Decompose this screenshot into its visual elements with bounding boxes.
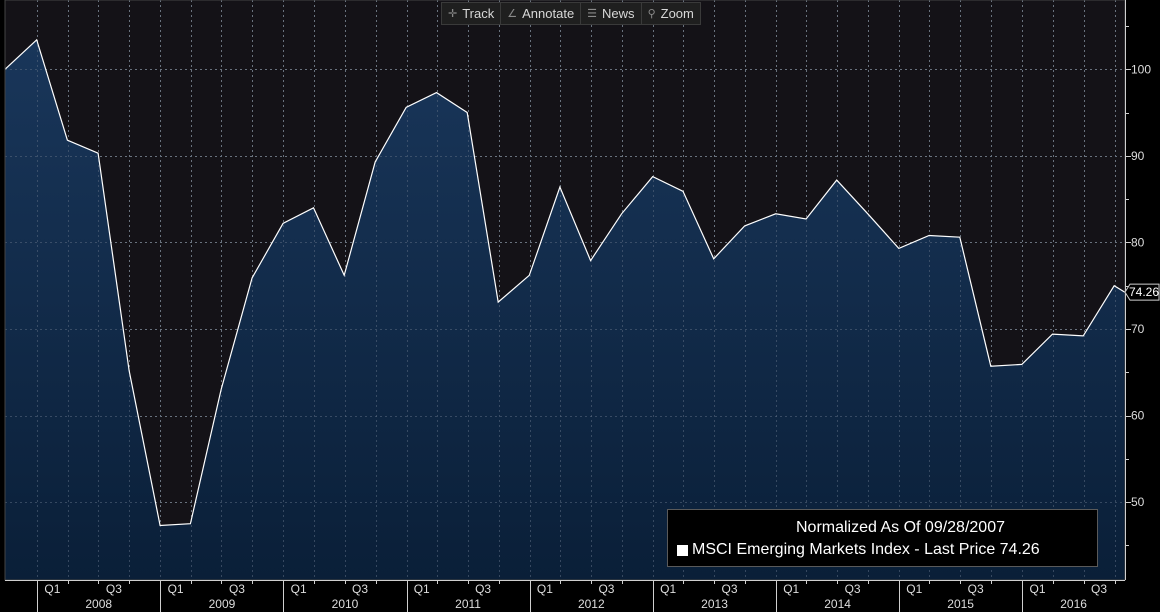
year-label: 2014 — [824, 597, 851, 611]
x-tick-label: Q1 — [291, 582, 307, 596]
year-label: 2013 — [701, 597, 728, 611]
x-tick-label: Q1 — [537, 582, 553, 596]
y-axis: 50 60 70 80 90 100 — [1125, 0, 1151, 580]
last-price-tag-bg — [1124, 283, 1160, 301]
year-label: 2012 — [578, 597, 605, 611]
zoom-label: Zoom — [660, 6, 694, 21]
track-button[interactable]: ✛ Track — [442, 3, 502, 24]
annotate-label: Annotate — [522, 6, 575, 21]
x-tick-label: Q3 — [1091, 582, 1107, 596]
x-tick-label: Q3 — [598, 582, 614, 596]
series-line — [4, 38, 1126, 527]
crosshair-icon: ✛ — [448, 8, 458, 20]
year-label: 2016 — [1060, 597, 1087, 611]
last-price-tag: 74.26 — [1124, 283, 1160, 301]
year-label: 2011 — [455, 597, 481, 611]
x-tick-label: Q3 — [968, 582, 984, 596]
y-tick-label: 60 — [1131, 409, 1145, 423]
zoom-button[interactable]: ⚲ Zoom — [642, 3, 700, 24]
pencil-icon: ∠ — [507, 8, 518, 20]
x-tick-label: Q3 — [475, 582, 491, 596]
year-label: 2008 — [85, 597, 112, 611]
y-tick-label: 70 — [1131, 322, 1145, 336]
annotate-button[interactable]: ∠ Annotate — [501, 3, 582, 24]
area-grid — [5, 0, 1125, 580]
x-tick-label: Q1 — [414, 582, 430, 596]
series-area — [5, 39, 1125, 581]
news-icon: ☰ — [587, 8, 598, 20]
x-tick-label: Q3 — [106, 582, 122, 596]
x-tick-label: Q3 — [229, 582, 245, 596]
news-button[interactable]: ☰ News — [581, 3, 642, 24]
track-label: Track — [462, 6, 495, 21]
y-tick-label: 50 — [1131, 495, 1145, 509]
legend-entry-label: MSCI Emerging Markets Index - Last Price… — [692, 541, 1040, 558]
year-label: 2015 — [947, 597, 974, 611]
legend: Normalized As Of 09/28/2007 MSCI Emergin… — [667, 509, 1098, 567]
legend-entry: MSCI Emerging Markets Index - Last Price… — [677, 541, 1040, 559]
year-label: 2010 — [332, 597, 359, 611]
last-price-label: 74.26 — [1129, 285, 1159, 299]
x-tick-label: Q3 — [352, 582, 368, 596]
legend-title: Normalized As Of 09/28/2007 — [795, 519, 1005, 536]
y-tick-label: 100 — [1131, 62, 1151, 76]
legend-swatch — [677, 544, 688, 556]
chart-toolbar: ✛ Track ∠ Annotate ☰ News ⚲ Zoom — [441, 2, 701, 25]
x-tick-label: Q1 — [44, 582, 60, 596]
year-label: 2009 — [209, 597, 236, 611]
news-label: News — [602, 6, 635, 21]
y-tick-label: 80 — [1131, 235, 1145, 249]
x-tick-label: Q3 — [845, 582, 861, 596]
x-tick-label: Q1 — [783, 582, 799, 596]
x-tick-label: Q1 — [1030, 582, 1046, 596]
x-tick-label: Q1 — [168, 582, 184, 596]
x-tick-label: Q1 — [906, 582, 922, 596]
x-tick-label: Q3 — [722, 582, 738, 596]
x-tick-label: Q1 — [660, 582, 676, 596]
magnifier-icon: ⚲ — [647, 8, 656, 20]
x-axis: Q1 Q3 Q1 Q3 Q1 Q3 Q1 Q3 Q1 Q3 Q1 Q3 Q1 Q3 Q1 Q3 Q1 Q32008… — [5, 580, 1125, 612]
y-tick-label: 90 — [1131, 149, 1145, 163]
